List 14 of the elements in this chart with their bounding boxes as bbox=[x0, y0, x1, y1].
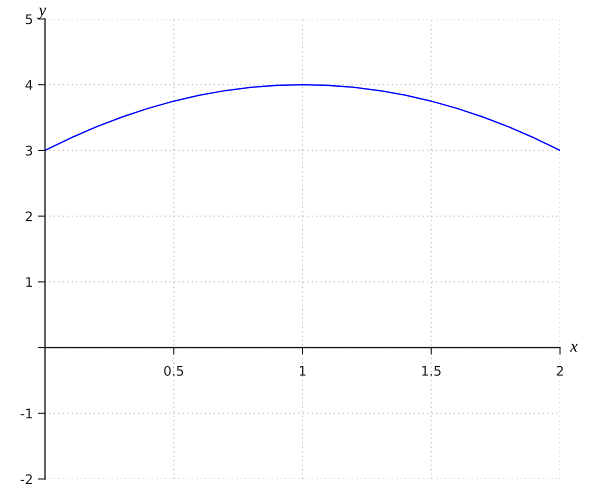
y-tick-label: -1 bbox=[20, 408, 32, 418]
x-tick-label: 0.5 bbox=[164, 366, 184, 376]
y-axis-title: y bbox=[37, 8, 46, 19]
y-tick-label: -2 bbox=[20, 474, 32, 484]
y-tick-label: 4 bbox=[25, 80, 32, 90]
y-tick-label: 5 bbox=[26, 14, 32, 24]
y-tick-label: 3 bbox=[26, 146, 32, 156]
y-tick-label: 1 bbox=[26, 277, 32, 287]
x-tick-label: 2 bbox=[556, 366, 563, 376]
x-tick-label: 1.5 bbox=[422, 366, 441, 376]
line-series bbox=[45, 84, 560, 152]
x-axis-title: x bbox=[570, 344, 578, 352]
x-tick-label: 1 bbox=[300, 366, 306, 376]
y-tick-label: 2 bbox=[26, 211, 32, 222]
